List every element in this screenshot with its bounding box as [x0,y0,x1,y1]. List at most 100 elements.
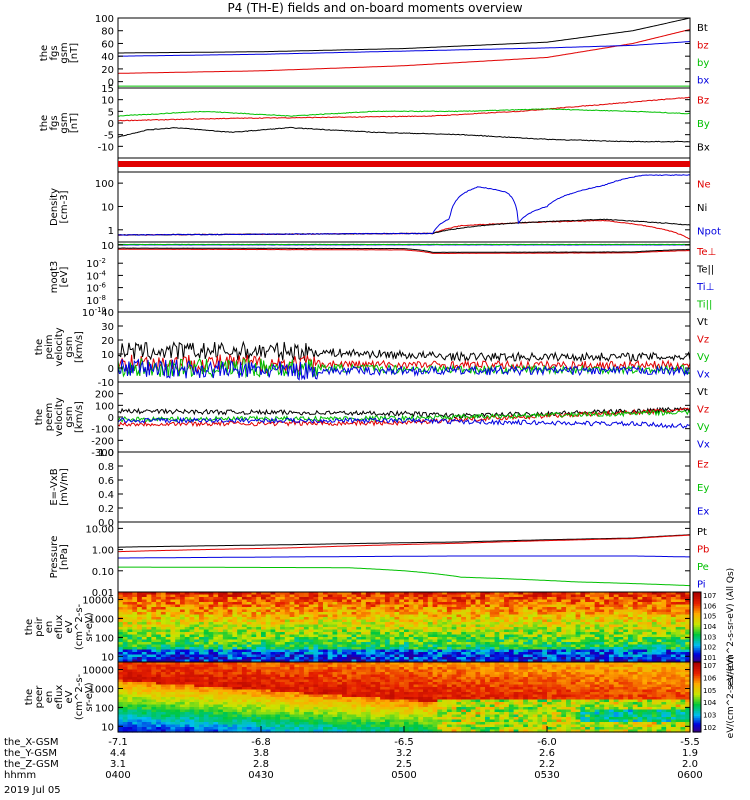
panel-peim_velocity [118,340,690,381]
ytick-efield: 0.2 [98,504,114,515]
colorbar-0 [692,591,702,663]
ytick-density: 1 [108,226,114,237]
series-peem_velocity-0 [118,406,690,419]
legend-temperature: Te⊥ [696,247,716,258]
ytick-pressure: 0.01 [92,588,114,599]
colorbar-label: eV/(cm^2-s-sr-eV) (All Qs) [726,568,736,686]
ylabel-peim_velocity: gsm [64,336,75,357]
frame-efield [117,451,691,523]
ylabel-fgs_gsm_zoom: [nT] [69,113,80,133]
ytick-peer_spectrogram: 10000 [82,666,114,677]
ytick-fgs_gsm_zoom: 0 [108,119,114,130]
series-peim_velocity-3 [118,358,690,381]
ytick-pressure: 1.00 [92,546,114,557]
legend-temperature: Ti⊥ [696,282,714,293]
legend-peim_velocity: Vz [697,334,709,345]
legend-peem_velocity: Vz [697,404,709,415]
ylabel-peim_velocity: the [34,339,45,355]
series-fgs_gsm_zoom-1 [118,108,690,117]
legend-peem_velocity: Vx [697,439,710,450]
xaxis-value: 3.2 [396,748,412,759]
legend-density: Npot [697,226,721,237]
ylabel-density: Density [49,188,60,226]
xaxis-value: 2.6 [539,748,555,759]
colorbar-1 [692,661,702,733]
xaxis-value: 0500 [391,770,416,781]
legend-efield: Ez [697,460,709,471]
panel-density [118,174,690,240]
ylabel-peem_velocity: velocity [54,397,65,436]
ylabel-efield: [mV/m] [59,468,70,506]
ytick-peem_velocity: 100 [95,401,114,412]
ytick-peer_spectrogram: 1000 [89,684,114,695]
ytick-temperature: 10-6 [86,282,106,295]
ytick-fgs_gsm: 100 [95,14,114,25]
ytick-fgs_gsm: 40 [101,52,114,63]
xaxis-value: -7.1 [108,737,128,748]
colorbar-tick: 104 [703,623,717,631]
legend-peem_velocity: Vt [697,387,708,398]
ylabel-peim_velocity: peim [44,334,55,359]
ylabel-peer_spectrogram: (cm^2-s- [74,673,85,720]
ytick-fgs_gsm: 80 [101,27,114,38]
ylabel-peir_spectrogram: the [24,619,35,635]
ytick-efield: 0.8 [98,462,114,473]
series-fgs_gsm_zoom-2 [118,126,690,143]
ylabel-fgs_gsm_zoom: gsm [59,112,70,133]
date-label: 2019 Jul 05 [4,785,61,796]
ytick-peim_velocity: -10 [98,378,114,389]
ylabel-peer_spectrogram: sr-eV) [84,682,95,711]
panel-fgs_gsm_zoom [118,96,690,143]
legend-fgs_gsm_zoom: By [697,119,710,130]
colorbar-tick: 105 [703,687,716,695]
series-fgs_gsm-0 [118,18,690,54]
series-fgs_gsm-1 [118,29,690,74]
xaxis-row-label: the_Y-GSM [4,748,57,759]
series-peim_velocity-0 [118,340,690,363]
legend-density: Ni [697,203,707,214]
ytick-density: 10 [101,202,114,213]
ylabel-peim_velocity: [km/s] [74,331,85,363]
colorbar-tick: 103 [703,633,716,641]
ytick-peem_velocity: -200 [91,436,114,447]
ytick-efield: 0.0 [98,518,114,529]
xaxis-value: 0400 [105,770,130,781]
ytick-peer_spectrogram: 100 [95,703,114,714]
frame-fgs_gsm [117,17,691,89]
ylabel-peir_spectrogram: sr-eV) [84,612,95,641]
series-density-0 [118,219,690,240]
ytick-efield: 1.0 [98,448,114,459]
legend-fgs_gsm_zoom: Bx [697,142,710,153]
xaxis-value: 4.4 [110,748,126,759]
series-pressure-0 [118,534,690,548]
ytick-density: 100 [95,179,114,190]
legend-fgs_gsm: Bt [697,23,708,34]
ylabel-peer_spectrogram: en [44,691,55,704]
ytick-temperature: 10-4 [86,269,106,282]
legend-efield: Ey [697,483,709,494]
xaxis-value: -6.5 [394,737,414,748]
ytick-efield: 0.4 [98,490,114,501]
separator-bar [118,161,690,167]
series-fgs_gsm-3 [118,41,690,57]
colorbar-tick: 101 [703,654,716,662]
ytick-pressure: 10.00 [85,524,114,535]
xaxis-value: 0530 [534,770,559,781]
legend-fgs_gsm_zoom: Bz [697,96,709,107]
ytick-peem_velocity: -300 [91,448,114,459]
ylabel-peem_velocity: gsm [64,406,75,427]
ytick-peem_velocity: 200 [95,390,114,401]
ylabel-peem_velocity: [km/s] [74,401,85,433]
ylabel-peir_spectrogram: peir [34,616,45,636]
frame-density [117,171,691,243]
colorbar-tick: 106 [703,674,717,682]
xaxis-value: 0430 [248,770,273,781]
ylabel-fgs_gsm: fgs [49,45,60,60]
ytick-fgs_gsm_zoom: 5 [108,107,114,118]
ytick-fgs_gsm: 0 [108,78,114,89]
ytick-peir_spectrogram: 1000 [89,614,114,625]
frame-peem_velocity [117,381,691,453]
legend-density: Ne [697,180,711,191]
panel-pressure [118,534,690,587]
series-density-2 [118,174,690,236]
